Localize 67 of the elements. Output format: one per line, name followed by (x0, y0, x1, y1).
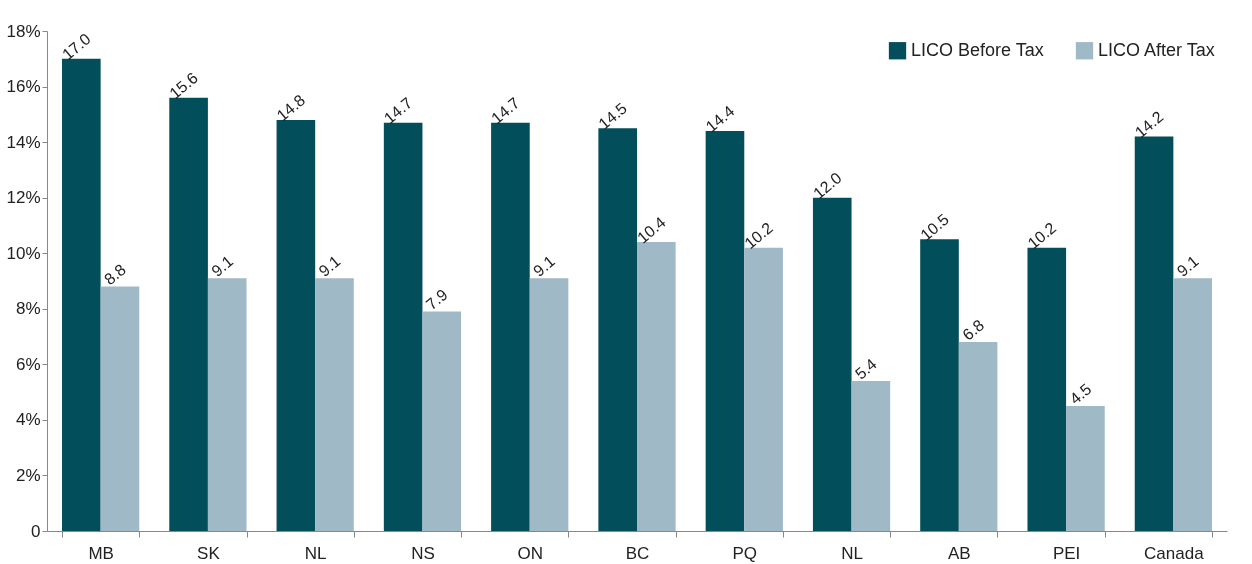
y-tick-label: 16% (6, 77, 41, 97)
data-label: 9.1 (208, 252, 237, 280)
bar (1134, 136, 1174, 531)
data-label: 14.5 (595, 99, 631, 133)
data-label: 14.7 (380, 93, 416, 128)
bar (62, 58, 101, 531)
x-tick-label: MB (88, 543, 114, 563)
data-label: 10.4 (633, 213, 669, 247)
y-tick-label: 6% (15, 354, 41, 374)
data-label: 17.0 (58, 30, 94, 64)
data-label: 7.9 (422, 285, 451, 314)
data-label: 9.1 (530, 252, 559, 280)
bar (744, 247, 783, 531)
data-label: 12.0 (809, 168, 845, 203)
bar (169, 97, 208, 531)
y-tick-label: 12% (6, 188, 41, 208)
data-label: 9.1 (1173, 252, 1202, 280)
y-tick-label: 14% (6, 132, 41, 152)
bar (920, 239, 959, 531)
bar (529, 278, 569, 531)
data-label: 8.8 (100, 260, 130, 289)
bar (276, 119, 316, 531)
x-tick-label: NS (411, 543, 435, 563)
x-tick-label: AB (947, 543, 971, 563)
y-tick-label: 0 (31, 521, 41, 541)
data-label: 9.1 (315, 252, 344, 280)
data-label: 14.2 (1131, 107, 1167, 141)
bar (422, 311, 462, 531)
data-label: 10.5 (917, 210, 953, 244)
bar (383, 122, 423, 531)
x-tick-label: SK (197, 543, 221, 563)
data-label: 5.4 (851, 355, 880, 383)
bar (1027, 247, 1067, 531)
bar (598, 128, 637, 531)
bar (315, 278, 354, 531)
bar (851, 381, 891, 531)
data-label: 14.4 (702, 102, 738, 136)
x-tick-label: Canada (1144, 543, 1205, 563)
bar (100, 286, 140, 531)
y-tick-label: 2% (15, 465, 41, 485)
x-tick-label: PQ (732, 543, 758, 563)
data-label: 14.7 (488, 93, 523, 128)
data-label: 14.8 (273, 91, 309, 125)
bar (705, 131, 745, 531)
data-label: 4.5 (1066, 380, 1095, 408)
bar (1173, 278, 1212, 531)
x-tick-label: NL (841, 543, 863, 563)
x-tick-label: ON (517, 543, 543, 563)
bar (812, 197, 852, 531)
y-tick-label: 4% (15, 410, 41, 430)
bar (958, 342, 998, 531)
data-label: 6.8 (959, 316, 988, 344)
bar (491, 122, 530, 531)
y-tick-label: 18% (6, 21, 41, 41)
x-tick-label: BC (625, 543, 650, 563)
data-label: 10.2 (741, 218, 777, 253)
legend-label: LICO After Tax (1098, 39, 1215, 60)
y-tick-label: 10% (6, 243, 41, 263)
legend-label: LICO Before Tax (911, 39, 1044, 60)
x-tick-label: NL (304, 543, 327, 563)
x-tick-label: PEI (1052, 543, 1081, 563)
data-label: 15.6 (166, 68, 202, 103)
bar (1066, 406, 1105, 531)
bar (637, 242, 676, 531)
y-tick-label: 8% (15, 299, 41, 319)
data-label: 10.2 (1024, 218, 1060, 253)
bar (207, 278, 247, 531)
